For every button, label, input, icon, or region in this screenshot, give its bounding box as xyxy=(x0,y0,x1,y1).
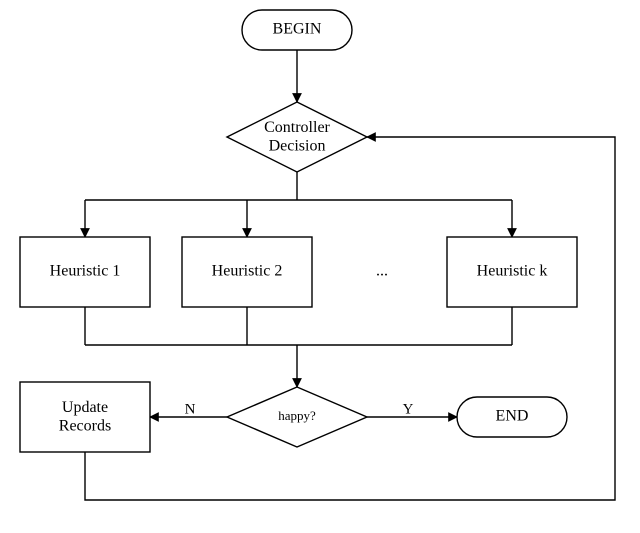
flowchart: N Y BEGIN ControllerDecision Heuristic 1 Heur… xyxy=(0,0,640,533)
node-h2-label: Heuristic 2 xyxy=(212,263,283,280)
node-begin-label: BEGIN xyxy=(273,21,322,38)
node-hk-label: Heuristic k xyxy=(477,263,548,280)
edge-label-yes: Y xyxy=(403,401,414,417)
edge-label-no: N xyxy=(185,401,196,417)
node-h1-label: Heuristic 1 xyxy=(50,263,121,280)
node-end-label: END xyxy=(496,408,529,425)
node-decision-label: ControllerDecision xyxy=(264,119,330,154)
node-update-label: UpdateRecords xyxy=(59,399,111,434)
edge-feedback-loop xyxy=(85,137,615,500)
node-dots-label: ... xyxy=(376,263,388,280)
node-happy-label: happy? xyxy=(278,408,316,423)
edge-fanout-bar xyxy=(85,172,512,200)
